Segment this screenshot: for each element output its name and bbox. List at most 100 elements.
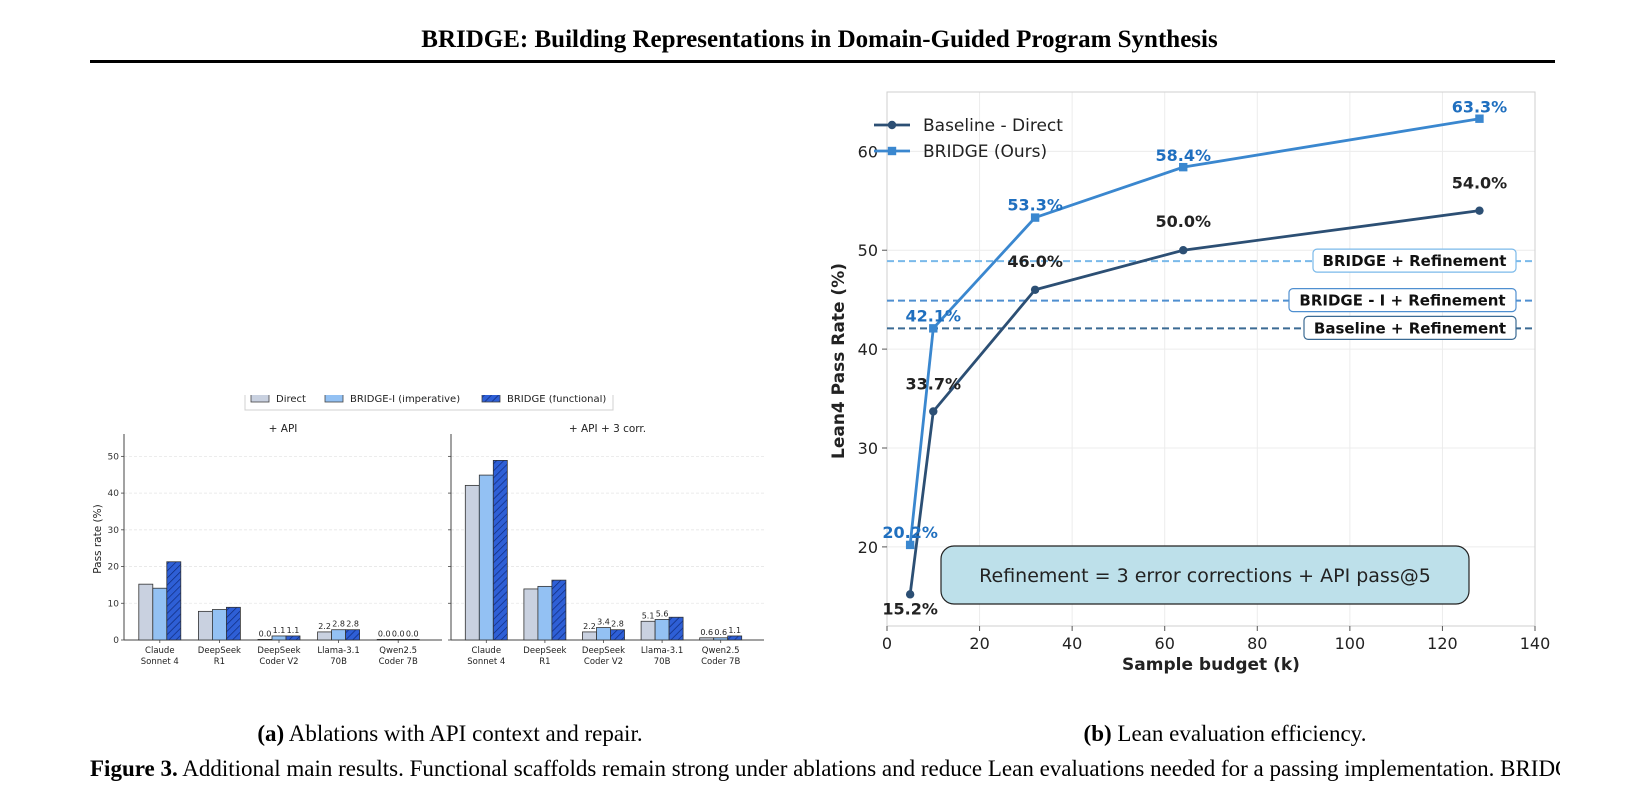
line-xtick-label: 140 [1520, 634, 1551, 653]
legend-label-0: Direct [276, 395, 306, 405]
series-point-1 [1030, 213, 1040, 222]
bar-xtick-label-line2: Coder 7B [379, 657, 418, 667]
series-value-label-1: 58.4% [1155, 146, 1211, 165]
series-value-label-1: 63.3% [1452, 98, 1508, 117]
line-ytick-label: 50 [858, 241, 878, 260]
title-rule [90, 60, 1555, 63]
bar-2 [285, 635, 301, 641]
bar-ytick-label: 30 [108, 526, 120, 536]
bar-ytick-label: 20 [108, 563, 120, 573]
bar-xtick-label-line1: Claude [472, 646, 502, 656]
legend-swatch-2 [481, 395, 501, 403]
figure-caption-label: Figure 3. [90, 756, 178, 781]
bar-1 [390, 638, 406, 641]
line-plot-frame [886, 91, 1536, 627]
reference-label-1: BRIDGE - I + Refinement [1299, 292, 1505, 310]
bar-value-label: 2.2 [318, 622, 331, 631]
line-xtick-label: 80 [1247, 634, 1267, 653]
bar-2 [345, 629, 361, 641]
line-xtick-label: 100 [1335, 634, 1366, 653]
bar-xtick-label-line2: Sonnet 4 [141, 657, 179, 667]
bar-1 [152, 587, 168, 641]
bar-value-label: 2.8 [346, 620, 359, 629]
bar-panel-title: + API [269, 423, 298, 435]
bar-0 [257, 638, 273, 641]
bar-value-label: 0.0 [392, 629, 405, 638]
bar-value-label: 5.6 [656, 609, 669, 618]
bar-0 [582, 631, 597, 641]
series-value-label-1: 53.3% [1007, 196, 1063, 215]
bar-value-label: 3.4 [597, 618, 610, 627]
reference-label-2: Baseline + Refinement [1314, 319, 1506, 337]
line-xtick-label: 120 [1427, 634, 1458, 653]
bar-value-label: 2.8 [332, 620, 345, 629]
bar-2 [727, 635, 743, 641]
bar-panel-title: + API + 3 corr. [569, 423, 646, 435]
bar-xtick-label-line2: Coder V2 [584, 657, 623, 667]
bar-xtick-label-line1: DeepSeek [257, 646, 300, 656]
legend-swatch-1 [324, 395, 344, 403]
bar-xtick-label-line1: DeepSeek [198, 646, 241, 656]
bar-0 [464, 484, 480, 641]
line-ytick-label: 60 [858, 142, 878, 161]
series-point-1 [905, 540, 915, 550]
reference-label-box-2 [1303, 315, 1517, 340]
bar-xtick-label-line2: 70B [654, 657, 671, 667]
bar-ylabel: Pass rate (%) [92, 504, 104, 573]
reference-label-box-0 [1312, 248, 1517, 273]
line-ytick-label: 40 [858, 340, 878, 359]
figure-caption: Figure 3. Additional main results. Funct… [90, 756, 1560, 796]
bar-2 [492, 460, 508, 641]
annotation-text: Refinement = 3 error corrections + API p… [979, 565, 1431, 587]
legend-text-1: BRIDGE (Ours) [923, 142, 1047, 162]
bar-xtick-label-line2: R1 [214, 657, 225, 667]
bar-2 [610, 629, 625, 641]
bar-value-label: 5.1 [642, 611, 655, 620]
series-value-label-1: 20.2% [882, 523, 938, 542]
bar-0 [376, 638, 392, 641]
bar-xtick-label-line2: Sonnet 4 [467, 657, 505, 667]
bar-1 [713, 637, 729, 641]
line-series-0 [905, 206, 1484, 599]
bar-value-label: 1.1 [728, 626, 741, 635]
bar-value-label: 0.0 [406, 629, 419, 638]
bar-value-label: 0.0 [378, 629, 391, 638]
line-xtick-label: 20 [969, 634, 989, 653]
bar-0 [198, 610, 213, 641]
reference-label-box-1 [1288, 288, 1517, 313]
series-point-1 [929, 324, 938, 333]
subfigure-a-label: (a) [257, 721, 285, 746]
bar-chart-ablations: Direct BRIDGE-I (imperative) BRIDGE (funct… [92, 395, 764, 667]
bar-xtick-label-line1: Llama-3.1 [317, 646, 359, 656]
subfigure-b-text: Lean evaluation efficiency. [1117, 721, 1367, 746]
series-point-0 [1475, 206, 1484, 215]
series-point-1 [1179, 162, 1188, 172]
bar-value-label: 2.2 [583, 622, 596, 631]
bar-2 [225, 606, 241, 641]
reference-label-0: BRIDGE + Refinement [1323, 252, 1507, 270]
bar-xtick-label-line1: Claude [145, 646, 175, 656]
series-value-label-0: 46.0% [1007, 252, 1063, 271]
series-value-label-0: 33.7% [906, 374, 962, 393]
bar-2 [404, 638, 420, 641]
legend-marker-1 [887, 146, 897, 156]
bar-1 [654, 619, 670, 641]
legend-marker-0 [887, 120, 897, 130]
bar-2 [668, 616, 684, 641]
bar-xtick-label-line2: Coder 7B [701, 657, 740, 667]
bar-1 [478, 474, 494, 641]
bar-xtick-label-line2: R1 [539, 657, 550, 667]
legend-swatch-0 [250, 395, 270, 403]
line-series-1 [905, 114, 1484, 550]
bar-value-label: 0.6 [714, 628, 727, 637]
bar-0 [523, 588, 539, 641]
series-value-label-0: 15.2% [882, 599, 938, 618]
bar-value-label: 2.8 [611, 620, 624, 629]
bar-1 [331, 629, 347, 641]
bar-0 [699, 637, 715, 641]
bar-1 [271, 635, 287, 641]
line-xtick-label: 60 [1155, 634, 1175, 653]
series-point-0 [905, 590, 915, 599]
bar-1 [212, 609, 227, 641]
